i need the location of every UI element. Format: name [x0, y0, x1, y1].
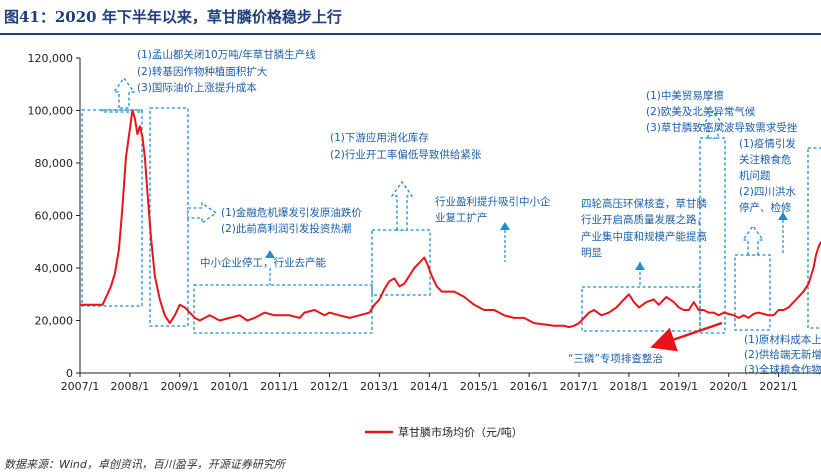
annotation-a7-line1: (1)中美贸易摩擦 — [646, 89, 724, 102]
annotation-arrows — [112, 76, 765, 256]
arrowhead-a5 — [500, 222, 510, 230]
annotation-a1-line2: (2)转基因作物种植面积扩大 — [137, 65, 268, 78]
x-tick-label: 2017/1 — [560, 380, 599, 393]
annotation-a10-line3: (3)全球粮食作物 — [744, 363, 821, 376]
y-tick-label: 20,000 — [35, 315, 74, 328]
y-tick-label: 60,000 — [35, 210, 74, 223]
annotation-a2-line1: (1)金融危机爆发引发原油跌价 — [221, 206, 362, 219]
annotation-a1-line3: (3)国际油价上涨提升成本 — [137, 81, 257, 94]
arrow-up-2019 — [701, 109, 725, 139]
x-tick-label: 2010/1 — [210, 380, 249, 393]
x-tick-label: 2019/1 — [659, 380, 698, 393]
y-tick-label: 0 — [66, 367, 73, 380]
arrow-right-2009 — [187, 201, 218, 225]
arrowhead-a8 — [778, 212, 788, 220]
y-tick-label: 80,000 — [35, 157, 74, 170]
x-tick-label: 2012/1 — [310, 380, 349, 393]
box-2008-peak — [101, 109, 143, 113]
annotation-a5-line2: 业复工扩产 — [435, 211, 488, 224]
arrowhead-a3 — [265, 250, 275, 258]
x-tick-label: 2018/1 — [610, 380, 649, 393]
x-tick-label: 2007/1 — [61, 380, 100, 393]
annotation-a6-line4: 明显 — [581, 247, 602, 259]
source-note: 数据来源：Wind，卓创资讯，百川盈孚，开源证券研究所 — [4, 458, 285, 471]
y-tick-label: 40,000 — [35, 262, 74, 275]
price-line-chart: 020,00040,00060,00080,000100,000120,000 … — [28, 48, 821, 439]
box-2021 — [807, 147, 821, 329]
x-tick-label: 2021/1 — [759, 380, 798, 393]
annotation-a1-line1: (1)孟山都关闭10万吨/年草甘膦生产线 — [137, 48, 316, 61]
legend: 草甘膦市场均价（元/吨） — [365, 425, 523, 439]
arrowhead-a6 — [635, 262, 645, 270]
callout-arrowheads — [265, 212, 788, 270]
x-tick-label: 2009/1 — [160, 380, 199, 393]
annotation-a8-line2: 关注粮食危 — [739, 153, 792, 166]
x-tick-label: 2014/1 — [410, 380, 449, 393]
x-tick-label: 2011/1 — [260, 380, 299, 393]
red-callout-arrow — [650, 321, 723, 352]
title-rule — [0, 33, 821, 35]
y-tick-label: 120,000 — [28, 52, 74, 65]
annotation-a4-line1: (1)下游应用消化库存 — [330, 131, 429, 144]
x-tick-label: 2015/1 — [460, 380, 499, 393]
annotation-a8-line4: (2)四川洪水 — [739, 186, 796, 198]
arrow-up-2020 — [741, 224, 765, 256]
y-tick-group: 0 20,000 40,000 60,000 80,000 100,000 120,000 — [28, 52, 80, 380]
box-2010-2012 — [193, 284, 373, 334]
y-tick-label: 100,000 — [28, 105, 74, 118]
annotation-a6-line2: 行业开启高质量发展之路， — [581, 213, 707, 226]
series-line-glyphosate — [80, 109, 821, 329]
annotation-a10-line2: (2)供给端无新增 — [744, 348, 821, 361]
annotation-a10-line1: (1)原材料成本上 — [744, 333, 821, 346]
annotation-a4-line2: (2)行业开工率偏低导致供给紧张 — [330, 148, 482, 161]
annotation-a8-line5: 停产、检修 — [739, 201, 792, 214]
annotation-a7-line3: (3)草甘膦致癌风波导致需求受挫 — [646, 121, 798, 134]
x-tick-label: 2008/1 — [111, 380, 150, 393]
legend-label: 草甘膦市场均价（元/吨） — [398, 425, 523, 439]
x-tick-label: 2016/1 — [510, 380, 549, 393]
annotation-a3-line1: 中小企业停工，行业去产能 — [200, 256, 326, 269]
box-2007-plateau — [81, 109, 143, 307]
x-tick-label: 2020/1 — [709, 380, 748, 393]
annotation-a6-line1: 四轮高压环保核查，草甘膦 — [581, 197, 707, 210]
annotation-a2-line2: (2)此前高利润引发投资热潮 — [221, 222, 351, 235]
arrow-up-2013 — [390, 180, 414, 231]
annotation-a7-line2: (2)欧美及北美异常气候 — [646, 105, 756, 118]
box-2009-drop — [149, 107, 189, 327]
box-2020 — [734, 254, 771, 331]
annotation-a9-line1: “三磷”专项排查整治 — [568, 352, 663, 365]
x-tick-label: 2013/1 — [360, 380, 399, 393]
annotation-a8-line3: 机问题 — [739, 169, 771, 182]
annotation-a6-line3: 产业集中度和规模产能提高 — [581, 230, 707, 243]
figure-title: 图41：2020 年下半年以来，草甘膦价格稳步上行 — [4, 8, 342, 26]
arrow-up-2008 — [112, 76, 136, 109]
x-tick-group: 2007/1 2008/1 2009/1 2010/1 2011/1 2012/1 2013… — [61, 373, 798, 393]
annotation-a8-line1: (1)疫情引发 — [739, 137, 796, 150]
annotation-a5-line1: 行业盈利提升吸引中小企 — [435, 195, 551, 208]
